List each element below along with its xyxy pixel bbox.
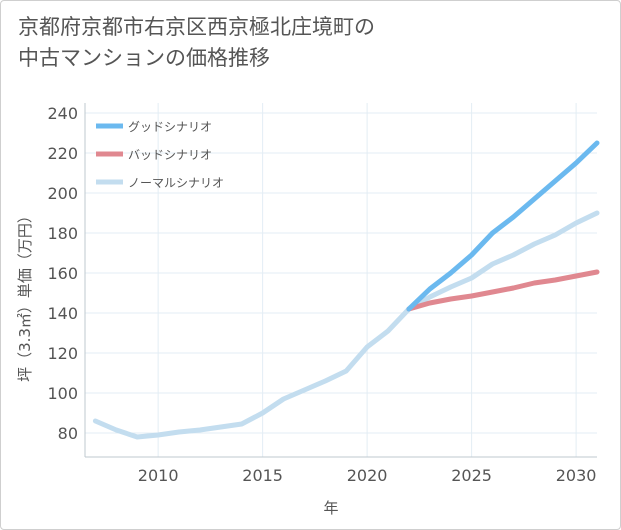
y-tick-label: 240 — [47, 104, 78, 123]
y-tick-labels: 80 100 120 140 160 180 200 220 240 — [47, 104, 78, 443]
y-tick-label: 140 — [47, 304, 78, 323]
x-tick-label: 2010 — [138, 466, 179, 485]
series-lines — [92, 140, 600, 440]
legend-label: ノーマルシナリオ — [128, 176, 224, 190]
series-line-0 — [406, 140, 600, 312]
series-line-2 — [92, 210, 600, 440]
series-line-1 — [406, 269, 600, 312]
y-tick-label: 220 — [47, 144, 78, 163]
x-tick-labels: 2010 2015 2020 2025 2030 — [138, 466, 597, 485]
x-axis-title: 年 — [323, 499, 338, 517]
x-tick-label: 2030 — [556, 466, 597, 485]
y-tick-label: 200 — [47, 184, 78, 203]
chart-title: 京都府京都市右京区西京極北庄境町の 中古マンションの価格推移 — [18, 12, 608, 74]
chart-title-line-2: 中古マンションの価格推移 — [18, 46, 270, 70]
x-tick-label: 2025 — [451, 466, 492, 485]
chart-title-line-1: 京都府京都市右京区西京極北庄境町の — [18, 15, 375, 39]
plot-area — [85, 103, 597, 457]
y-tick-label: 120 — [47, 344, 78, 363]
legend-label: グッドシナリオ — [128, 120, 212, 134]
y-tick-label: 100 — [47, 384, 78, 403]
y-tick-label: 80 — [58, 424, 78, 443]
y-axis-title: 坪（3.3㎡）単価（万円） — [16, 208, 34, 382]
y-tick-label: 160 — [47, 264, 78, 283]
legend-label: バッドシナリオ — [128, 148, 212, 162]
x-tick-label: 2020 — [347, 466, 388, 485]
y-tick-label: 180 — [47, 224, 78, 243]
x-tick-label: 2015 — [242, 466, 283, 485]
